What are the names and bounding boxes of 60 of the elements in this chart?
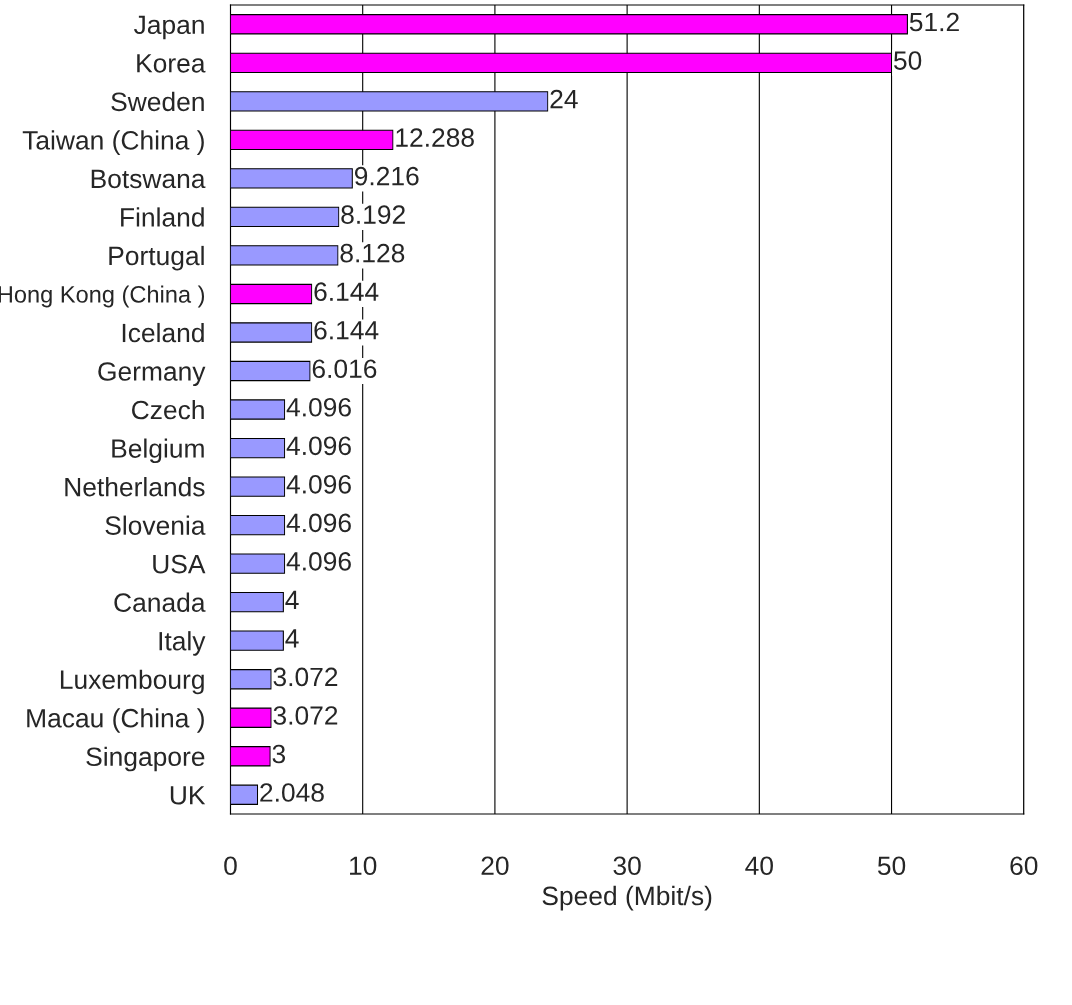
x-tick-label: 0 xyxy=(224,856,237,876)
bar xyxy=(230,399,286,420)
y-tick-label: Korea xyxy=(137,54,206,73)
x-tick-label: 50 xyxy=(877,856,906,876)
x-tick-label: 30 xyxy=(613,856,641,876)
data-label: 8.128 xyxy=(340,243,405,263)
y-tick-label: Germany xyxy=(98,362,206,387)
bar xyxy=(230,669,272,690)
data-label: 4 xyxy=(285,629,299,648)
y-tick-label: Finland xyxy=(121,207,204,227)
y-tick-label: Japan xyxy=(134,15,204,40)
data-label: 9.216 xyxy=(354,166,419,186)
data-label: 12.288 xyxy=(396,128,474,147)
y-tick-label: Iceland xyxy=(122,322,204,343)
data-label: 4 xyxy=(285,590,299,609)
data-label: 4.096 xyxy=(286,552,351,571)
bar xyxy=(230,707,272,728)
y-tick-label: Canada xyxy=(114,592,206,612)
y-tick-label: Portugal xyxy=(109,245,204,271)
bar xyxy=(230,784,259,805)
x-tick-label: 40 xyxy=(745,856,773,876)
data-label: 4.096 xyxy=(286,436,351,456)
bar xyxy=(230,746,271,767)
y-tick-label: Czech xyxy=(132,399,204,420)
data-label: 3 xyxy=(272,744,286,764)
data-label: 6.144 xyxy=(314,320,379,340)
data-label: 24 xyxy=(550,89,578,109)
data-label: 6.144 xyxy=(314,282,379,302)
y-tick-label: UK xyxy=(170,786,206,805)
y-tick-label: Macau (China ) xyxy=(27,708,204,733)
y-tick-label: Slovenia xyxy=(105,515,206,535)
y-tick-label: Sweden xyxy=(111,91,204,112)
data-label: 51.2 xyxy=(909,12,959,32)
data-label: 4.096 xyxy=(286,474,351,494)
bar xyxy=(230,630,284,651)
y-tick-label: Belgium xyxy=(112,438,204,464)
data-label: 2.048 xyxy=(260,783,324,802)
x-axis-title: Speed (Mbit/s) xyxy=(542,885,712,911)
bar xyxy=(230,437,286,459)
bar xyxy=(230,514,286,536)
bar xyxy=(230,476,286,497)
data-label: 8.192 xyxy=(341,205,405,224)
y-tick-label: Italy xyxy=(159,631,206,656)
x-tick-label: 20 xyxy=(481,856,509,876)
y-tick-label: Taiwan (China ) xyxy=(22,130,204,155)
x-tick-label: 10 xyxy=(350,856,377,876)
y-tick-label: Luxembourg xyxy=(60,669,204,695)
data-label: 3.072 xyxy=(273,706,338,725)
y-tick-label: Botswana xyxy=(91,169,206,189)
y-tick-label: Netherlands xyxy=(65,477,205,497)
data-label: 50 xyxy=(893,51,922,70)
bar xyxy=(230,553,286,574)
data-label: 4.096 xyxy=(286,397,351,417)
data-label: 3.072 xyxy=(273,667,338,687)
bar xyxy=(230,591,284,613)
data-label: 4.096 xyxy=(286,513,351,533)
y-tick-label: Singapore xyxy=(86,746,205,772)
x-tick-label: 60 xyxy=(1010,856,1038,876)
y-tick-label: USA xyxy=(153,554,206,574)
data-label: 6.016 xyxy=(312,359,377,379)
